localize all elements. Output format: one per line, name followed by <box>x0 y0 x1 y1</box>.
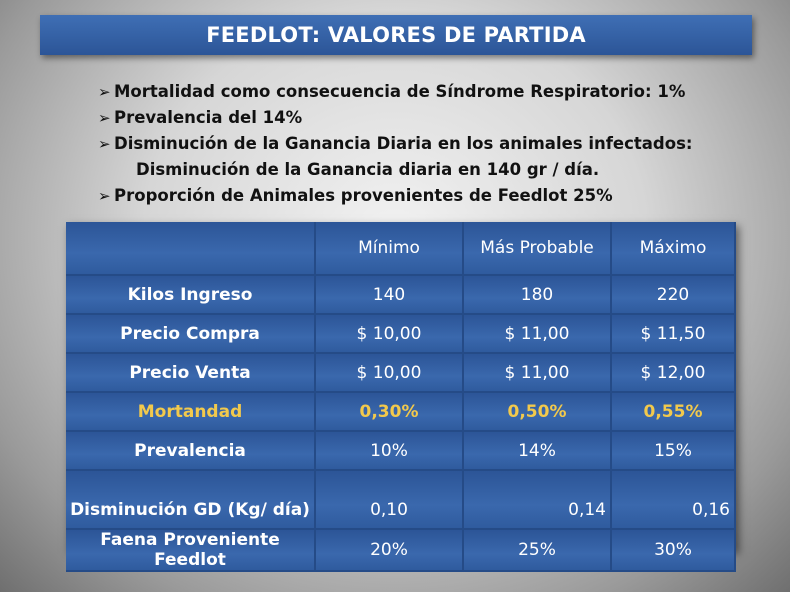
row-label: Prevalencia <box>66 432 316 471</box>
table-row: Precio Compra $ 10,00 $ 11,00 $ 11,50 <box>66 315 736 354</box>
table-cell: 0,14 <box>464 471 612 530</box>
table-cell: 220 <box>612 276 736 315</box>
table-cell: 0,16 <box>612 471 736 530</box>
table-cell: 0,55% <box>612 393 736 432</box>
table-row: Kilos Ingreso 140 180 220 <box>66 276 736 315</box>
table-cell: 14% <box>464 432 612 471</box>
bullet-item: ➢ Prevalencia del 14% <box>98 105 738 131</box>
bullet-text: Prevalencia del 14% <box>114 108 303 127</box>
bullet-item: ➢ Mortalidad como consecuencia de Síndrom… <box>98 79 738 105</box>
values-table-container: Mínimo Más Probable Máximo Kilos Ingreso… <box>66 222 736 572</box>
table-cell: $ 10,00 <box>316 315 464 354</box>
header-cell-empty <box>66 222 316 276</box>
table-cell: $ 11,00 <box>464 315 612 354</box>
table-cell: $ 11,00 <box>464 354 612 393</box>
bullet-item: ➢ Disminución de la Ganancia Diaria en lo… <box>98 131 738 157</box>
header-cell-maximo: Máximo <box>612 222 736 276</box>
table-row: Disminución GD (Kg/ día) 0,10 0,14 0,16 <box>66 471 736 530</box>
row-label: Disminución GD (Kg/ día) <box>66 471 316 530</box>
table-cell: 20% <box>316 530 464 572</box>
row-label: Mortandad <box>66 393 316 432</box>
table-cell: 25% <box>464 530 612 572</box>
table-cell: 0,10 <box>316 471 464 530</box>
table-cell: 140 <box>316 276 464 315</box>
table-row: Prevalencia 10% 14% 15% <box>66 432 736 471</box>
bullet-text: Mortalidad como consecuencia de Síndrome… <box>114 82 686 101</box>
table-cell: 30% <box>612 530 736 572</box>
slide-title-bar: FEEDLOT: VALORES DE PARTIDA <box>40 15 752 55</box>
header-cell-mas-probable: Más Probable <box>464 222 612 276</box>
bullet-text: Disminución de la Ganancia diaria en 140… <box>136 160 600 179</box>
table-row: Faena Proveniente Feedlot 20% 25% 30% <box>66 530 736 572</box>
row-label: Kilos Ingreso <box>66 276 316 315</box>
table-cell: $ 11,50 <box>612 315 736 354</box>
row-label: Precio Compra <box>66 315 316 354</box>
table-row: Precio Venta $ 10,00 $ 11,00 $ 12,00 <box>66 354 736 393</box>
table-cell: $ 12,00 <box>612 354 736 393</box>
bullet-text: Disminución de la Ganancia Diaria en los… <box>114 134 693 153</box>
table-header-row: Mínimo Más Probable Máximo <box>66 222 736 276</box>
table-cell: 10% <box>316 432 464 471</box>
table-cell: 15% <box>612 432 736 471</box>
table-cell: 0,50% <box>464 393 612 432</box>
table-cell: 180 <box>464 276 612 315</box>
values-table: Mínimo Más Probable Máximo Kilos Ingreso… <box>66 222 736 572</box>
header-cell-minimo: Mínimo <box>316 222 464 276</box>
arrow-bullet-icon: ➢ <box>98 109 111 127</box>
row-label: Faena Proveniente Feedlot <box>66 530 316 572</box>
arrow-bullet-icon: ➢ <box>98 187 111 205</box>
arrow-bullet-icon: ➢ <box>98 135 111 153</box>
table-row-highlighted: Mortandad 0,30% 0,50% 0,55% <box>66 393 736 432</box>
bullet-item: ➢ Proporción de Animales provenientes de … <box>98 183 738 209</box>
arrow-bullet-icon: ➢ <box>98 83 111 101</box>
row-label: Precio Venta <box>66 354 316 393</box>
table-cell: 0,30% <box>316 393 464 432</box>
bullet-list: ➢ Mortalidad como consecuencia de Síndrom… <box>98 79 738 209</box>
bullet-subitem: Disminución de la Ganancia diaria en 140… <box>98 157 738 183</box>
table-cell: $ 10,00 <box>316 354 464 393</box>
slide-title: FEEDLOT: VALORES DE PARTIDA <box>206 23 586 47</box>
bullet-text: Proporción de Animales provenientes de F… <box>114 186 613 205</box>
